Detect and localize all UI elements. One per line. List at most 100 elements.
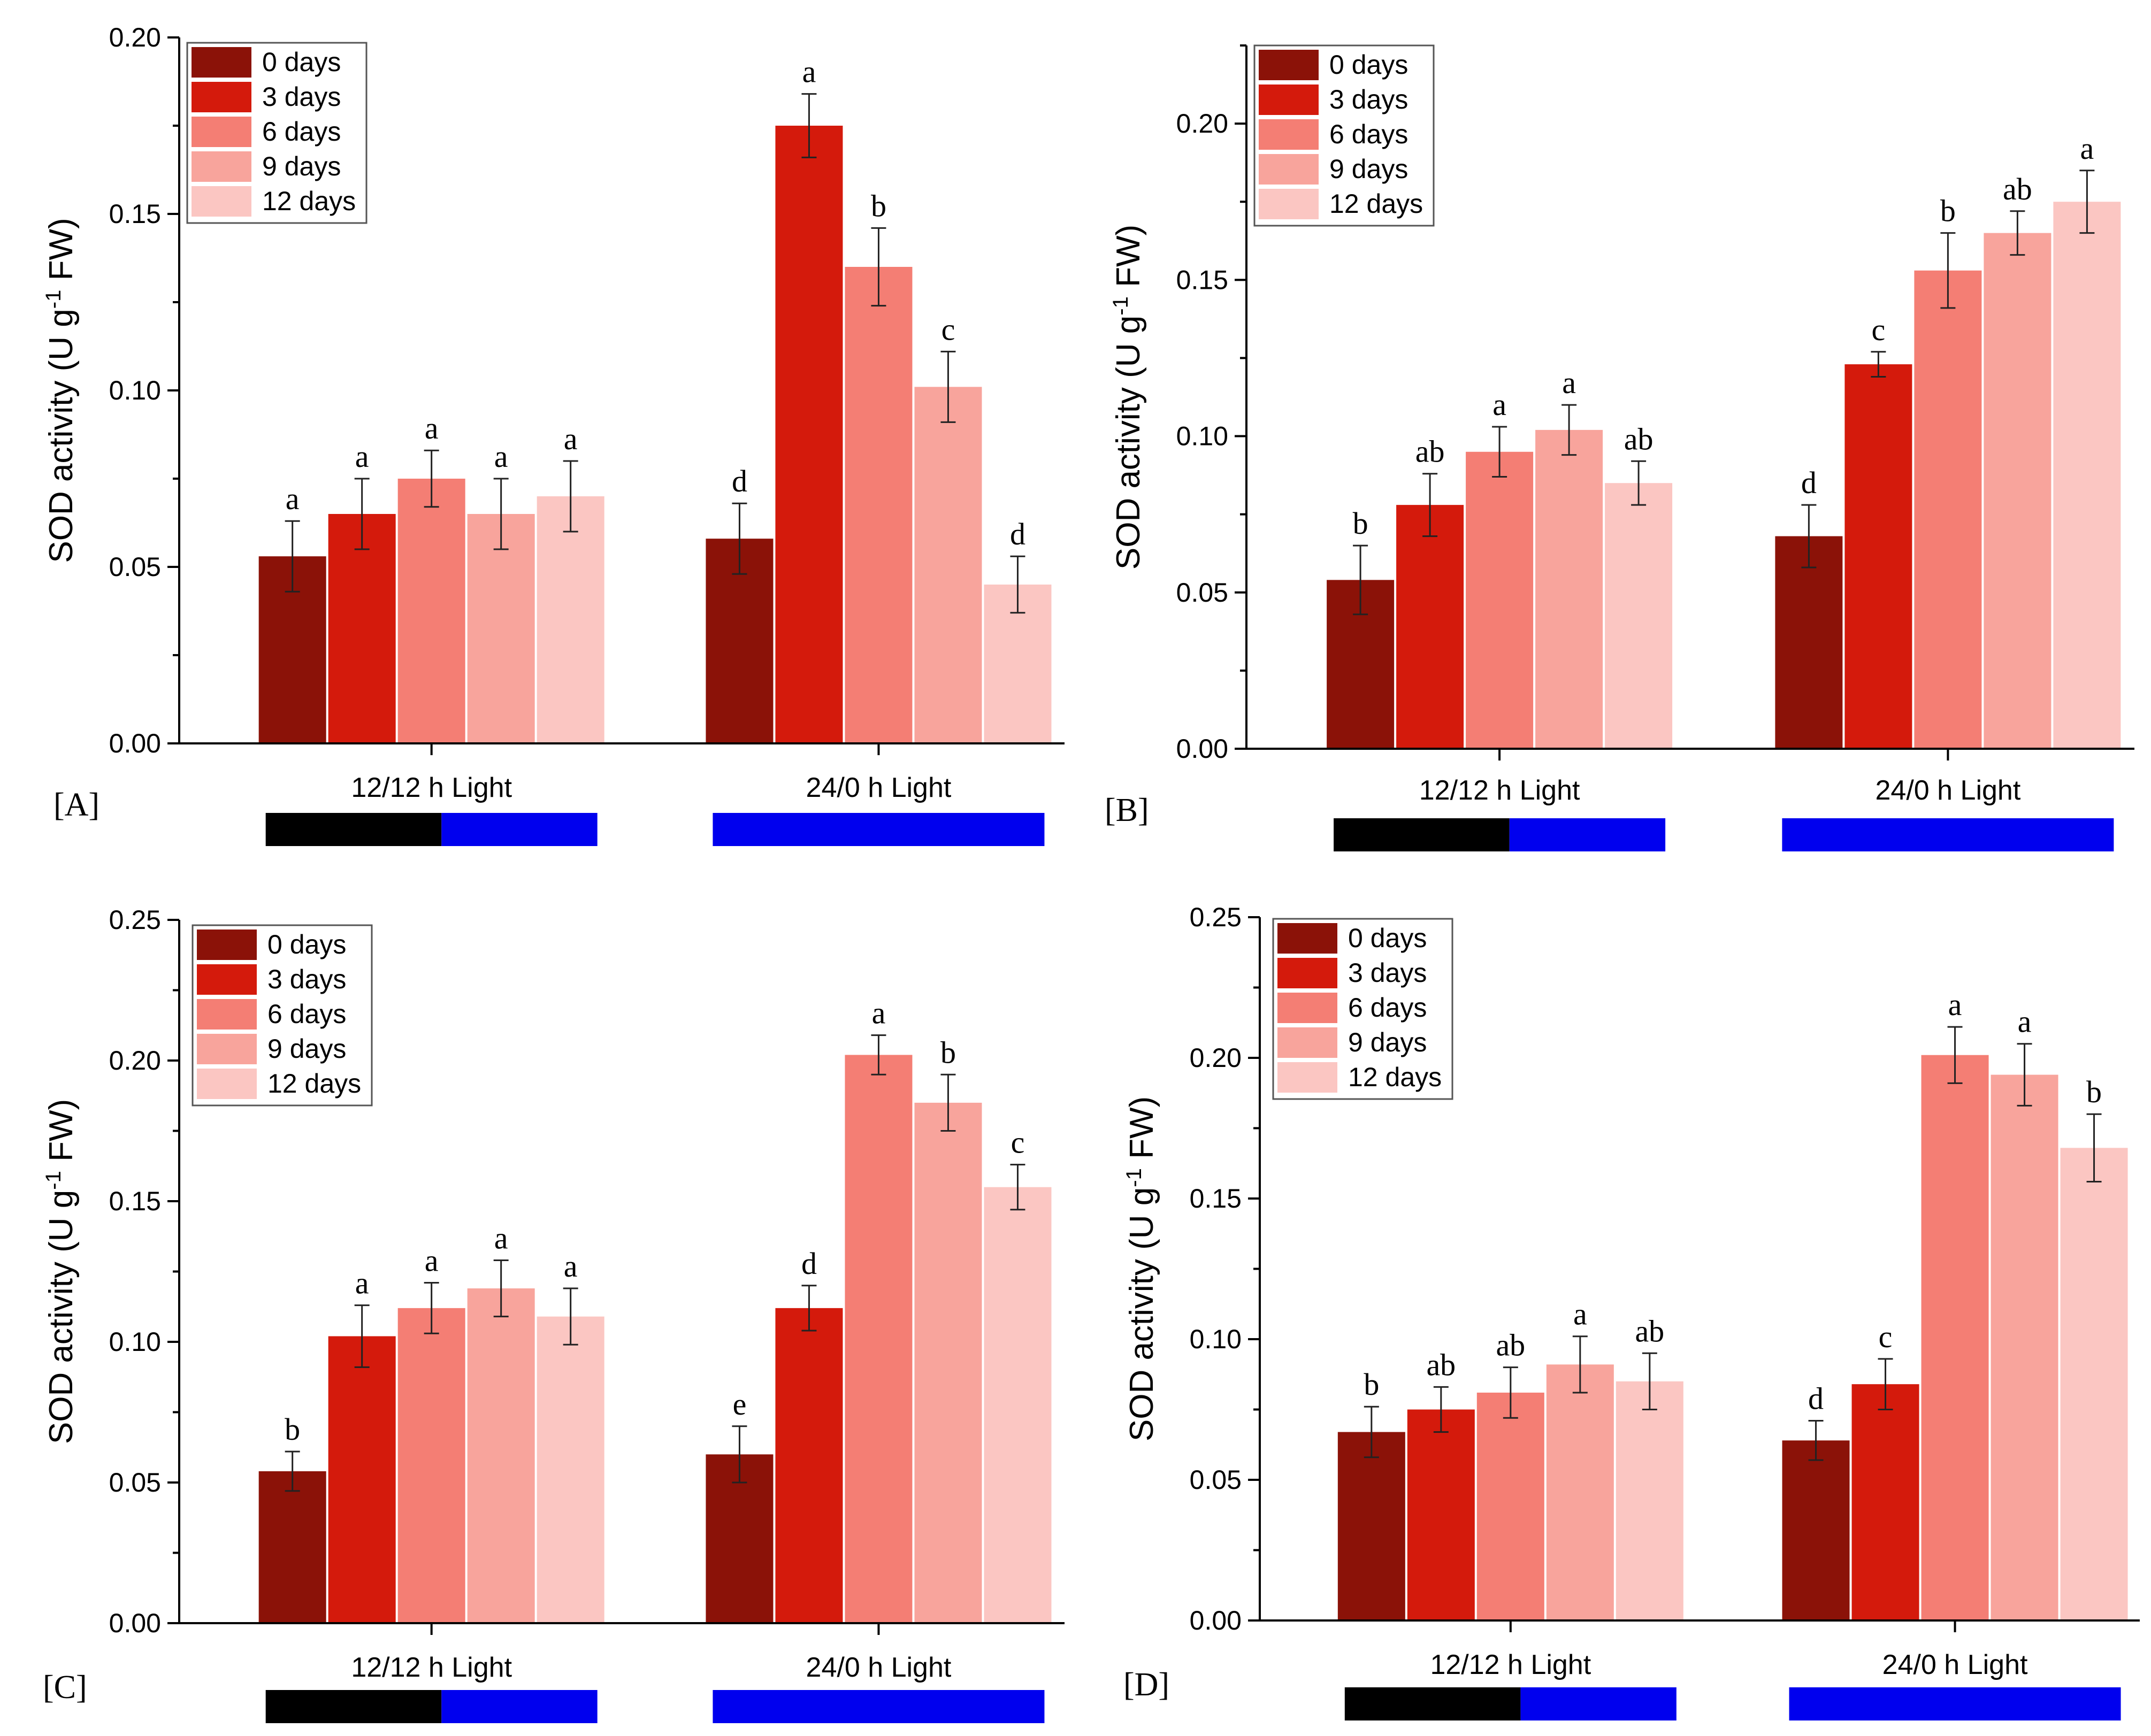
- y-tick-label: 0.15: [1176, 265, 1228, 295]
- y-axis-label-part: FW): [43, 218, 80, 289]
- y-axis-label: SOD activity (U g-1 FW): [1109, 225, 1147, 570]
- legend-swatch: [197, 964, 257, 995]
- legend-swatch: [197, 930, 257, 960]
- error-bar: [1642, 1352, 1657, 1410]
- y-tick-label: 0.15: [109, 1186, 161, 1216]
- legend-swatch: [192, 117, 251, 147]
- significance-letter: c: [1879, 1319, 1893, 1354]
- y-tick-label: 0.15: [1190, 1184, 1242, 1213]
- error-bar: [1503, 1366, 1518, 1419]
- photoperiod-dark-segment: [265, 813, 442, 846]
- bar-3-days-24-0h: [775, 1308, 843, 1623]
- y-axis-label-part: FW): [43, 1099, 80, 1171]
- bar-6-days-12-12h: [1476, 1392, 1544, 1620]
- legend-swatch: [192, 82, 251, 112]
- error-bar: [1808, 1420, 1824, 1461]
- photoperiod-dark-segment: [265, 1690, 442, 1723]
- photoperiod-light-segment: [713, 1690, 1045, 1723]
- significance-letter: ab: [1635, 1313, 1664, 1348]
- error-bar: [493, 478, 509, 550]
- error-bar: [563, 460, 578, 533]
- error-bar: [1353, 544, 1368, 616]
- y-axis-label-part: FW): [1123, 1096, 1160, 1168]
- legend-swatch: [197, 999, 257, 1030]
- error-bar: [1947, 1026, 1963, 1084]
- legend-entry: 0 days: [262, 47, 341, 77]
- significance-letter: ab: [1496, 1328, 1525, 1363]
- legend-entry: 9 days: [262, 151, 341, 181]
- bar-12-days-12-12h: [1616, 1381, 1683, 1620]
- error-bar: [354, 478, 370, 550]
- y-axis-label-superscript: -1: [42, 290, 65, 309]
- legend-swatch: [1277, 958, 1337, 988]
- y-tick-label: 0.00: [109, 728, 161, 758]
- significance-letter: a: [494, 1220, 508, 1255]
- y-tick-label: 0.00: [1190, 1606, 1242, 1635]
- legend-entry: 12 days: [267, 1069, 361, 1099]
- y-axis-label-superscript: -1: [1109, 296, 1132, 316]
- significance-letter: b: [871, 188, 886, 223]
- significance-letter: ab: [2003, 172, 2032, 206]
- y-axis-label-part: FW): [1110, 225, 1147, 296]
- bar-9-days-24-0h: [914, 1102, 982, 1623]
- legend-swatch: [1277, 1062, 1337, 1093]
- error-bar: [1364, 1405, 1379, 1458]
- error-bar: [871, 1034, 886, 1076]
- y-axis-label-superscript: -1: [1122, 1168, 1146, 1187]
- error-bar: [424, 1282, 439, 1334]
- legend-swatch: [197, 1069, 257, 1099]
- error-bar: [285, 1450, 300, 1492]
- bar-3-days-24-0h: [1851, 1384, 1919, 1620]
- chart-panel-a: a d a a a b a c a d 0.00 0.05 0.10 0.15 0.20 12/12 h Li…: [42, 22, 1065, 846]
- bar-12-days-24-0h: [984, 1187, 1052, 1623]
- y-tick-label: 0.20: [109, 22, 161, 52]
- bar-6-days-12-12h: [1466, 451, 1534, 749]
- legend-swatch: [1259, 50, 1319, 80]
- significance-letter: a: [1562, 365, 1576, 400]
- error-bar: [493, 1259, 509, 1318]
- legend-swatch: [1277, 1027, 1337, 1058]
- y-tick-label: 0.20: [1176, 109, 1228, 139]
- legend-swatch: [1277, 923, 1337, 954]
- significance-letter: a: [425, 411, 439, 445]
- legend-entry: 3 days: [1329, 85, 1408, 114]
- error-bar: [1631, 460, 1647, 506]
- legend-swatch: [197, 1034, 257, 1064]
- photoperiod-light-segment: [1789, 1687, 2121, 1720]
- bar-9-days-12-12h: [467, 514, 535, 743]
- error-bar: [1492, 426, 1507, 478]
- y-axis-label: SOD activity (U g-1 FW): [42, 218, 80, 563]
- legend-entry: 9 days: [1348, 1027, 1427, 1057]
- legend-entry: 0 days: [1348, 923, 1427, 953]
- error-bar: [732, 502, 747, 575]
- x-category-label: 24/0 h Light: [1876, 775, 2021, 806]
- y-tick-label: 0.00: [1176, 734, 1228, 764]
- significance-letter: a: [355, 1266, 369, 1301]
- bar-12-days-12-12h: [1605, 483, 1673, 749]
- legend-entry: 12 days: [1329, 189, 1423, 219]
- y-tick-label: 0.25: [1190, 902, 1242, 932]
- panel-label: [B]: [1105, 792, 1149, 828]
- bar-6-days-24-0h: [1921, 1055, 1989, 1620]
- significance-letter: b: [1364, 1367, 1379, 1402]
- x-category-label: 12/12 h Light: [351, 1652, 512, 1683]
- legend-entry: 6 days: [1348, 993, 1427, 1023]
- bar-3-days-12-12h: [328, 514, 396, 743]
- x-category-label: 12/12 h Light: [1419, 775, 1580, 806]
- y-axis-label-superscript: -1: [42, 1171, 65, 1190]
- bar-12-days-12-12h: [537, 496, 604, 743]
- significance-letter: b: [2086, 1074, 2102, 1109]
- significance-letter: a: [1492, 387, 1506, 422]
- legend-entry: 3 days: [262, 82, 341, 112]
- bar-3-days-12-12h: [328, 1336, 396, 1623]
- bar-6-days-24-0h: [1914, 270, 1982, 749]
- bar-3-days-24-0h: [775, 126, 843, 743]
- bar-6-days-12-12h: [397, 479, 465, 743]
- significance-letter: ab: [1624, 421, 1654, 456]
- legend-entry: 12 days: [262, 186, 356, 216]
- bar-3-days-12-12h: [1407, 1409, 1475, 1620]
- y-tick-label: 0.10: [109, 375, 161, 405]
- photoperiod-light-segment: [441, 813, 598, 846]
- bar-9-days-24-0h: [1991, 1074, 2058, 1620]
